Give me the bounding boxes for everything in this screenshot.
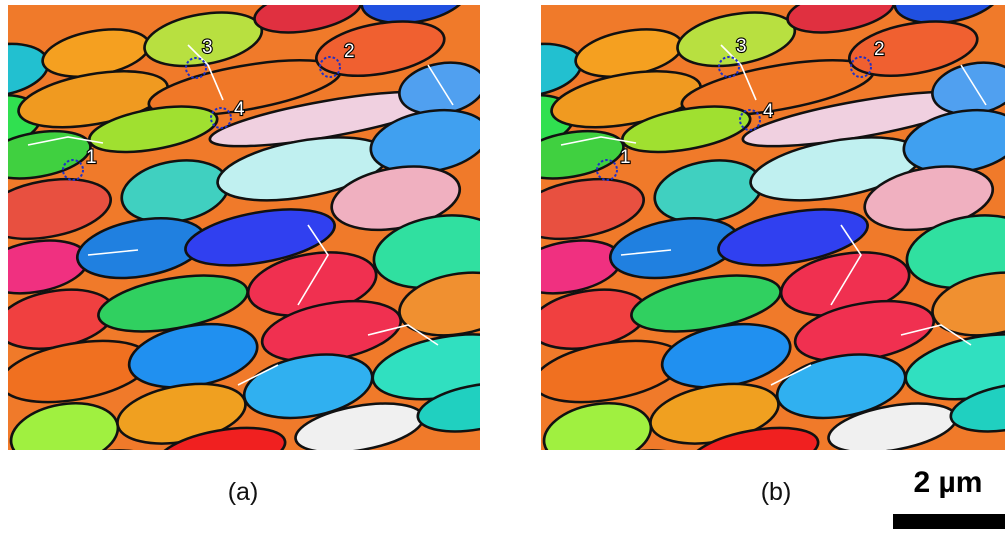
- marker-label: 3: [202, 37, 213, 58]
- marker-label: 4: [763, 101, 774, 122]
- marker-label: 2: [344, 41, 355, 62]
- marker-label: 1: [86, 147, 97, 168]
- marker-label: 1: [620, 147, 631, 168]
- figure: 1 2 3 4 1 2 3 4 (a) (b) 2 µm: [0, 0, 1005, 529]
- marker-label: 4: [234, 99, 245, 120]
- page: {"panels": [ {"label": "(a)", "markers":…: [0, 0, 1005, 529]
- panel-a: 1 2 3 4: [0, 0, 544, 510]
- marker-label: 2: [874, 39, 885, 60]
- panel-label: (b): [761, 478, 792, 506]
- panel-label: (a): [228, 478, 259, 506]
- grain-map: [476, 0, 1005, 510]
- scale-bar: [893, 514, 1005, 529]
- scale-bar-label: 2 µm: [914, 466, 983, 499]
- panel-b: 1 2 3 4: [476, 0, 1005, 510]
- grain-map: [0, 0, 544, 510]
- marker-label: 3: [736, 36, 747, 57]
